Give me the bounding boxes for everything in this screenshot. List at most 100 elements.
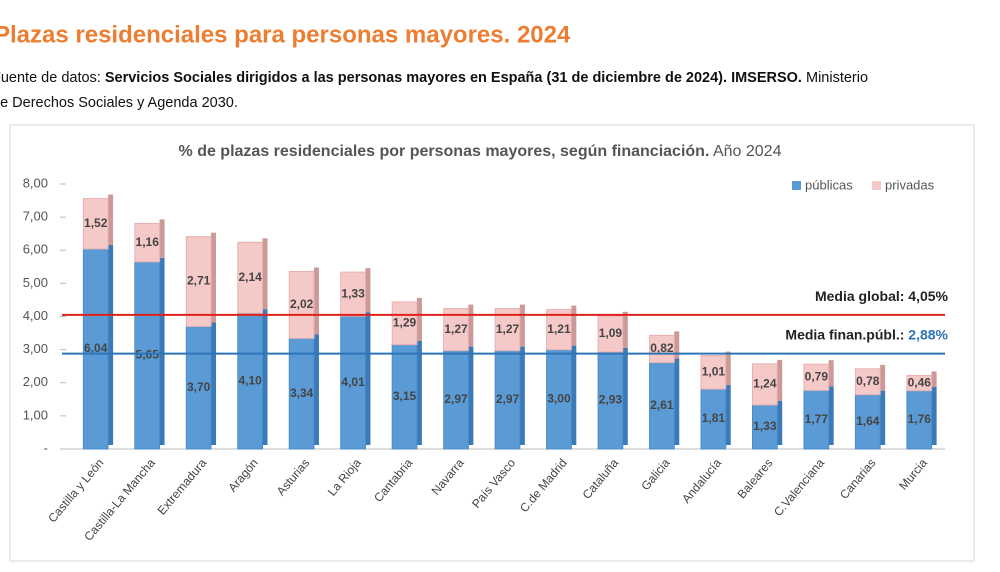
value-label: 3,15 — [393, 389, 417, 403]
bar-side — [159, 219, 165, 258]
value-label: 4,01 — [341, 375, 365, 389]
value-label: 1,27 — [444, 322, 468, 336]
chart-frame — [9, 124, 975, 562]
y-tick-label: 5,00 — [23, 275, 48, 290]
bar-side — [725, 385, 731, 445]
bar-side — [365, 268, 371, 313]
y-tick-label: 7,00 — [23, 209, 48, 224]
value-label: 0,79 — [805, 369, 829, 383]
bar-side — [674, 358, 680, 445]
value-label: 0,78 — [856, 374, 880, 388]
bar-side — [880, 390, 886, 445]
value-label: 1,21 — [547, 322, 571, 336]
bar-side — [828, 360, 834, 387]
bar-side — [365, 312, 371, 445]
value-label: 2,61 — [650, 398, 674, 412]
bar-segment — [288, 337, 315, 450]
value-label: 2,97 — [496, 392, 520, 406]
value-label: 1,33 — [753, 419, 777, 433]
value-label: 1,24 — [753, 377, 777, 391]
reference-label-text: Media finan.públ.: — [785, 326, 904, 342]
legend-label: públicas — [805, 177, 853, 192]
bar-segment — [597, 351, 624, 450]
value-label: 1,33 — [341, 286, 365, 300]
chart-subtitle: Año 2024 — [713, 143, 782, 160]
legend-swatch — [792, 181, 801, 190]
bar-segment — [906, 390, 933, 450]
value-label: 1,76 — [908, 412, 932, 426]
bar-segment — [185, 236, 212, 327]
reference-label-text: Media global: 4,05% — [815, 288, 949, 304]
bar-side — [622, 347, 628, 445]
bar-segment — [82, 198, 109, 250]
value-label: 2,02 — [290, 297, 314, 311]
bar-side — [725, 351, 731, 386]
bar-side — [777, 400, 783, 445]
bar-segment — [391, 301, 418, 346]
bar-side — [108, 244, 114, 445]
value-label: 3,00 — [547, 391, 571, 405]
reference-label: Media global: 4,05% — [815, 288, 949, 304]
bar-side — [674, 331, 680, 359]
y-tick-label: 8,00 — [23, 175, 48, 190]
bar-side — [313, 334, 319, 445]
bar-segment — [546, 309, 572, 351]
bar-segment — [237, 312, 263, 450]
bar-side — [880, 364, 886, 391]
y-tick-label: 2,00 — [23, 374, 48, 389]
source-line2: de Derechos Sociales y Agenda 2030. — [0, 95, 238, 111]
y-tick-label: 6,00 — [23, 242, 48, 257]
value-label: 1,64 — [856, 414, 880, 428]
bar-side — [519, 304, 525, 347]
bar-side — [828, 386, 834, 445]
bar-segment — [237, 241, 263, 314]
value-label: 4,10 — [238, 373, 262, 387]
value-label: 1,09 — [599, 326, 623, 340]
value-label: 1,16 — [136, 235, 160, 249]
value-label: 1,27 — [496, 322, 520, 336]
source-lead: Fuente de datos: — [0, 70, 101, 86]
bar-segment — [340, 271, 366, 317]
bar-side — [262, 309, 268, 445]
legend-swatch — [872, 181, 881, 190]
bar-side — [931, 386, 937, 445]
bar-segment — [546, 349, 572, 450]
value-label: 2,97 — [444, 392, 468, 406]
chart-title-main: % de plazas residenciales por personas m… — [179, 143, 710, 160]
y-tick-label: 1,00 — [23, 407, 48, 422]
bar-segment — [82, 248, 109, 450]
bar-side — [571, 305, 577, 346]
bar-side — [416, 297, 422, 341]
reference-label: Media finan.públ.: 2,88% — [785, 326, 948, 342]
value-label: 2,71 — [187, 274, 211, 288]
bar-segment — [649, 362, 675, 450]
bar-segment — [597, 315, 624, 353]
bar-side — [211, 322, 217, 445]
bar-segment — [906, 374, 933, 392]
value-label: 3,70 — [187, 380, 211, 394]
y-tick-label: 3,00 — [23, 341, 48, 356]
bar-side — [262, 238, 268, 310]
page-title: Plazas residenciales para personas mayor… — [0, 21, 571, 48]
value-label: 1,01 — [702, 364, 726, 378]
bar-segment — [185, 325, 212, 450]
bar-side — [622, 311, 628, 348]
bar-segment — [803, 389, 830, 450]
bar-side — [211, 232, 217, 323]
bar-side — [416, 340, 422, 445]
source-rest-1: Ministerio — [806, 70, 868, 86]
bar-side — [313, 267, 319, 335]
reference-value-label: 2,88% — [908, 326, 948, 342]
bar-segment — [700, 388, 727, 450]
bar-segment — [391, 344, 418, 450]
bar-side — [108, 194, 114, 245]
bar-segment — [854, 368, 881, 396]
bar-segment — [700, 355, 727, 390]
bar-segment — [288, 270, 315, 339]
value-label: 0,46 — [908, 375, 932, 389]
bar-side — [777, 359, 783, 401]
bar-side — [571, 345, 577, 445]
bar-side — [468, 346, 474, 445]
